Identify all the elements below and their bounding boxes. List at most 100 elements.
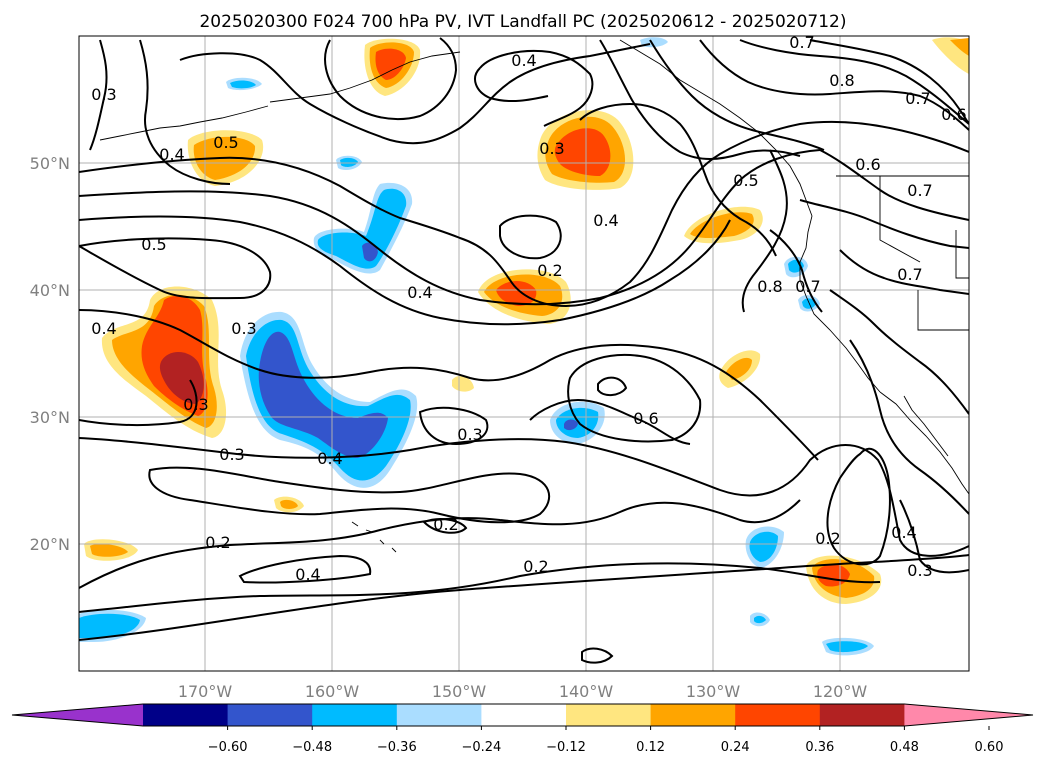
coastline-layer (99, 39, 969, 553)
pv-contour (139, 39, 231, 185)
contour-label: 0.5 (141, 235, 166, 254)
pv-contour (741, 149, 788, 313)
pv-contour (809, 39, 969, 125)
pv-contour (529, 398, 691, 445)
negative-anomaly-region (749, 531, 778, 562)
contour-label: 0.8 (829, 71, 854, 90)
contour-label: 0.4 (317, 449, 342, 468)
contour-label: 0.2 (537, 261, 562, 280)
aleutian-islands (99, 105, 269, 141)
positive-anomaly-region (159, 351, 204, 404)
map-frame (78, 35, 970, 672)
colorbar-segment (227, 704, 313, 726)
colorbar-tick-label: −0.36 (377, 740, 417, 755)
contour-label: 0.4 (159, 145, 184, 164)
positive-anomaly-region (90, 544, 128, 557)
x-tick-label: 130°W (686, 682, 741, 701)
y-axis-labels: 50°N 40°N 30°N 20°N (30, 154, 70, 554)
pv-contour (826, 447, 891, 566)
pv-contour (597, 376, 628, 396)
colorbar-segment (481, 704, 567, 726)
pv-contour (839, 249, 969, 295)
pv-contour (89, 39, 108, 151)
bc-coast (799, 215, 813, 263)
shaded-anomaly-layer (79, 37, 969, 656)
contour-label: 0.8 (757, 277, 782, 296)
state-border (917, 290, 969, 331)
pv-contour (479, 50, 594, 127)
x-tick-label: 150°W (432, 682, 487, 701)
pv-contour (699, 39, 969, 131)
contour-label: 0.7 (789, 33, 814, 52)
pv-contour (579, 102, 777, 257)
positive-anomaly-region (375, 48, 406, 80)
contour-label: 0.3 (231, 319, 256, 338)
colorbar-segment (396, 704, 482, 726)
positive-anomaly-region (280, 499, 298, 509)
contour-label: 0.4 (891, 523, 916, 542)
pv-contour (567, 354, 702, 443)
negative-anomaly-region (79, 613, 140, 638)
x-tick-label: 160°W (305, 682, 360, 701)
graticule (79, 36, 969, 671)
pv-contour (148, 466, 551, 524)
pv-contour (79, 215, 731, 326)
positive-anomaly-region (554, 128, 611, 176)
pv-contour (79, 437, 969, 557)
pv-contour (324, 37, 458, 120)
pv-contour (422, 518, 468, 534)
contour-label: 0.4 (511, 51, 536, 70)
pv-contour (79, 562, 881, 613)
pv-contour (581, 647, 614, 664)
contour-label: 0.7 (905, 89, 930, 108)
contour-label: 0.2 (433, 515, 458, 534)
negative-anomaly-region (362, 242, 378, 262)
contour-label: 0.3 (183, 395, 208, 414)
map-panel: 0.7 0.4 0.8 0.7 0.6 0.3 0.5 0.4 0.3 0.6 … (78, 33, 970, 672)
positive-anomaly-region (452, 375, 474, 392)
contour-label: 0.3 (219, 445, 244, 464)
colorbar (11, 703, 1034, 727)
colorbar-segment (143, 704, 229, 726)
colorbar-tick-label: 0.60 (975, 740, 1004, 755)
figure-title: 2025020300 F024 700 hPa PV, IVT Landfall… (199, 12, 846, 32)
pv-contour (649, 39, 825, 151)
negative-anomaly-region (826, 641, 868, 653)
pv-contour (79, 120, 969, 308)
pv-contour (799, 199, 969, 249)
colorbar-segment (819, 704, 905, 726)
contour-label: 0.7 (907, 181, 932, 200)
negative-anomaly-region (340, 157, 358, 167)
contour-label: 0.3 (907, 561, 932, 580)
colorbar-extend-high (904, 704, 1033, 726)
x-tick-label: 140°W (559, 682, 614, 701)
colorbar-segment (312, 704, 398, 726)
pv-contour (739, 39, 969, 125)
colorbar-tick-label: 0.12 (636, 740, 665, 755)
colorbar-extend-low (12, 704, 143, 726)
contour-label: 0.6 (855, 155, 880, 174)
pv-contour (79, 499, 801, 589)
colorbar-tick-label: −0.48 (292, 740, 332, 755)
y-tick-label: 20°N (30, 535, 70, 554)
hawaii-islands (351, 521, 397, 553)
contour-label: 0.2 (815, 529, 840, 548)
pv-contour (829, 289, 969, 415)
colorbar-tick-labels: −0.60 −0.48 −0.36 −0.24 −0.12 0.12 0.24 0.36 0.4… (208, 726, 1004, 755)
negative-anomaly-region (754, 615, 766, 624)
pv-contour (79, 379, 198, 427)
negative-anomaly-region (258, 331, 388, 458)
pv-contour (769, 229, 823, 313)
contour-label: 0.5 (213, 133, 238, 152)
colorbar-tick-label: 0.36 (805, 740, 834, 755)
x-tick-label: 120°W (813, 682, 868, 701)
contour-label: 0.4 (91, 319, 116, 338)
colorbar-outline (11, 703, 1034, 727)
contour-labels: 0.7 0.4 0.8 0.7 0.6 0.3 0.5 0.4 0.3 0.6 … (91, 33, 966, 584)
pv-contour (899, 499, 969, 574)
pv-contour (238, 554, 372, 584)
y-tick-label: 50°N (30, 154, 70, 173)
contour-label: 0.3 (91, 85, 116, 104)
contour-label: 0.4 (407, 283, 432, 302)
